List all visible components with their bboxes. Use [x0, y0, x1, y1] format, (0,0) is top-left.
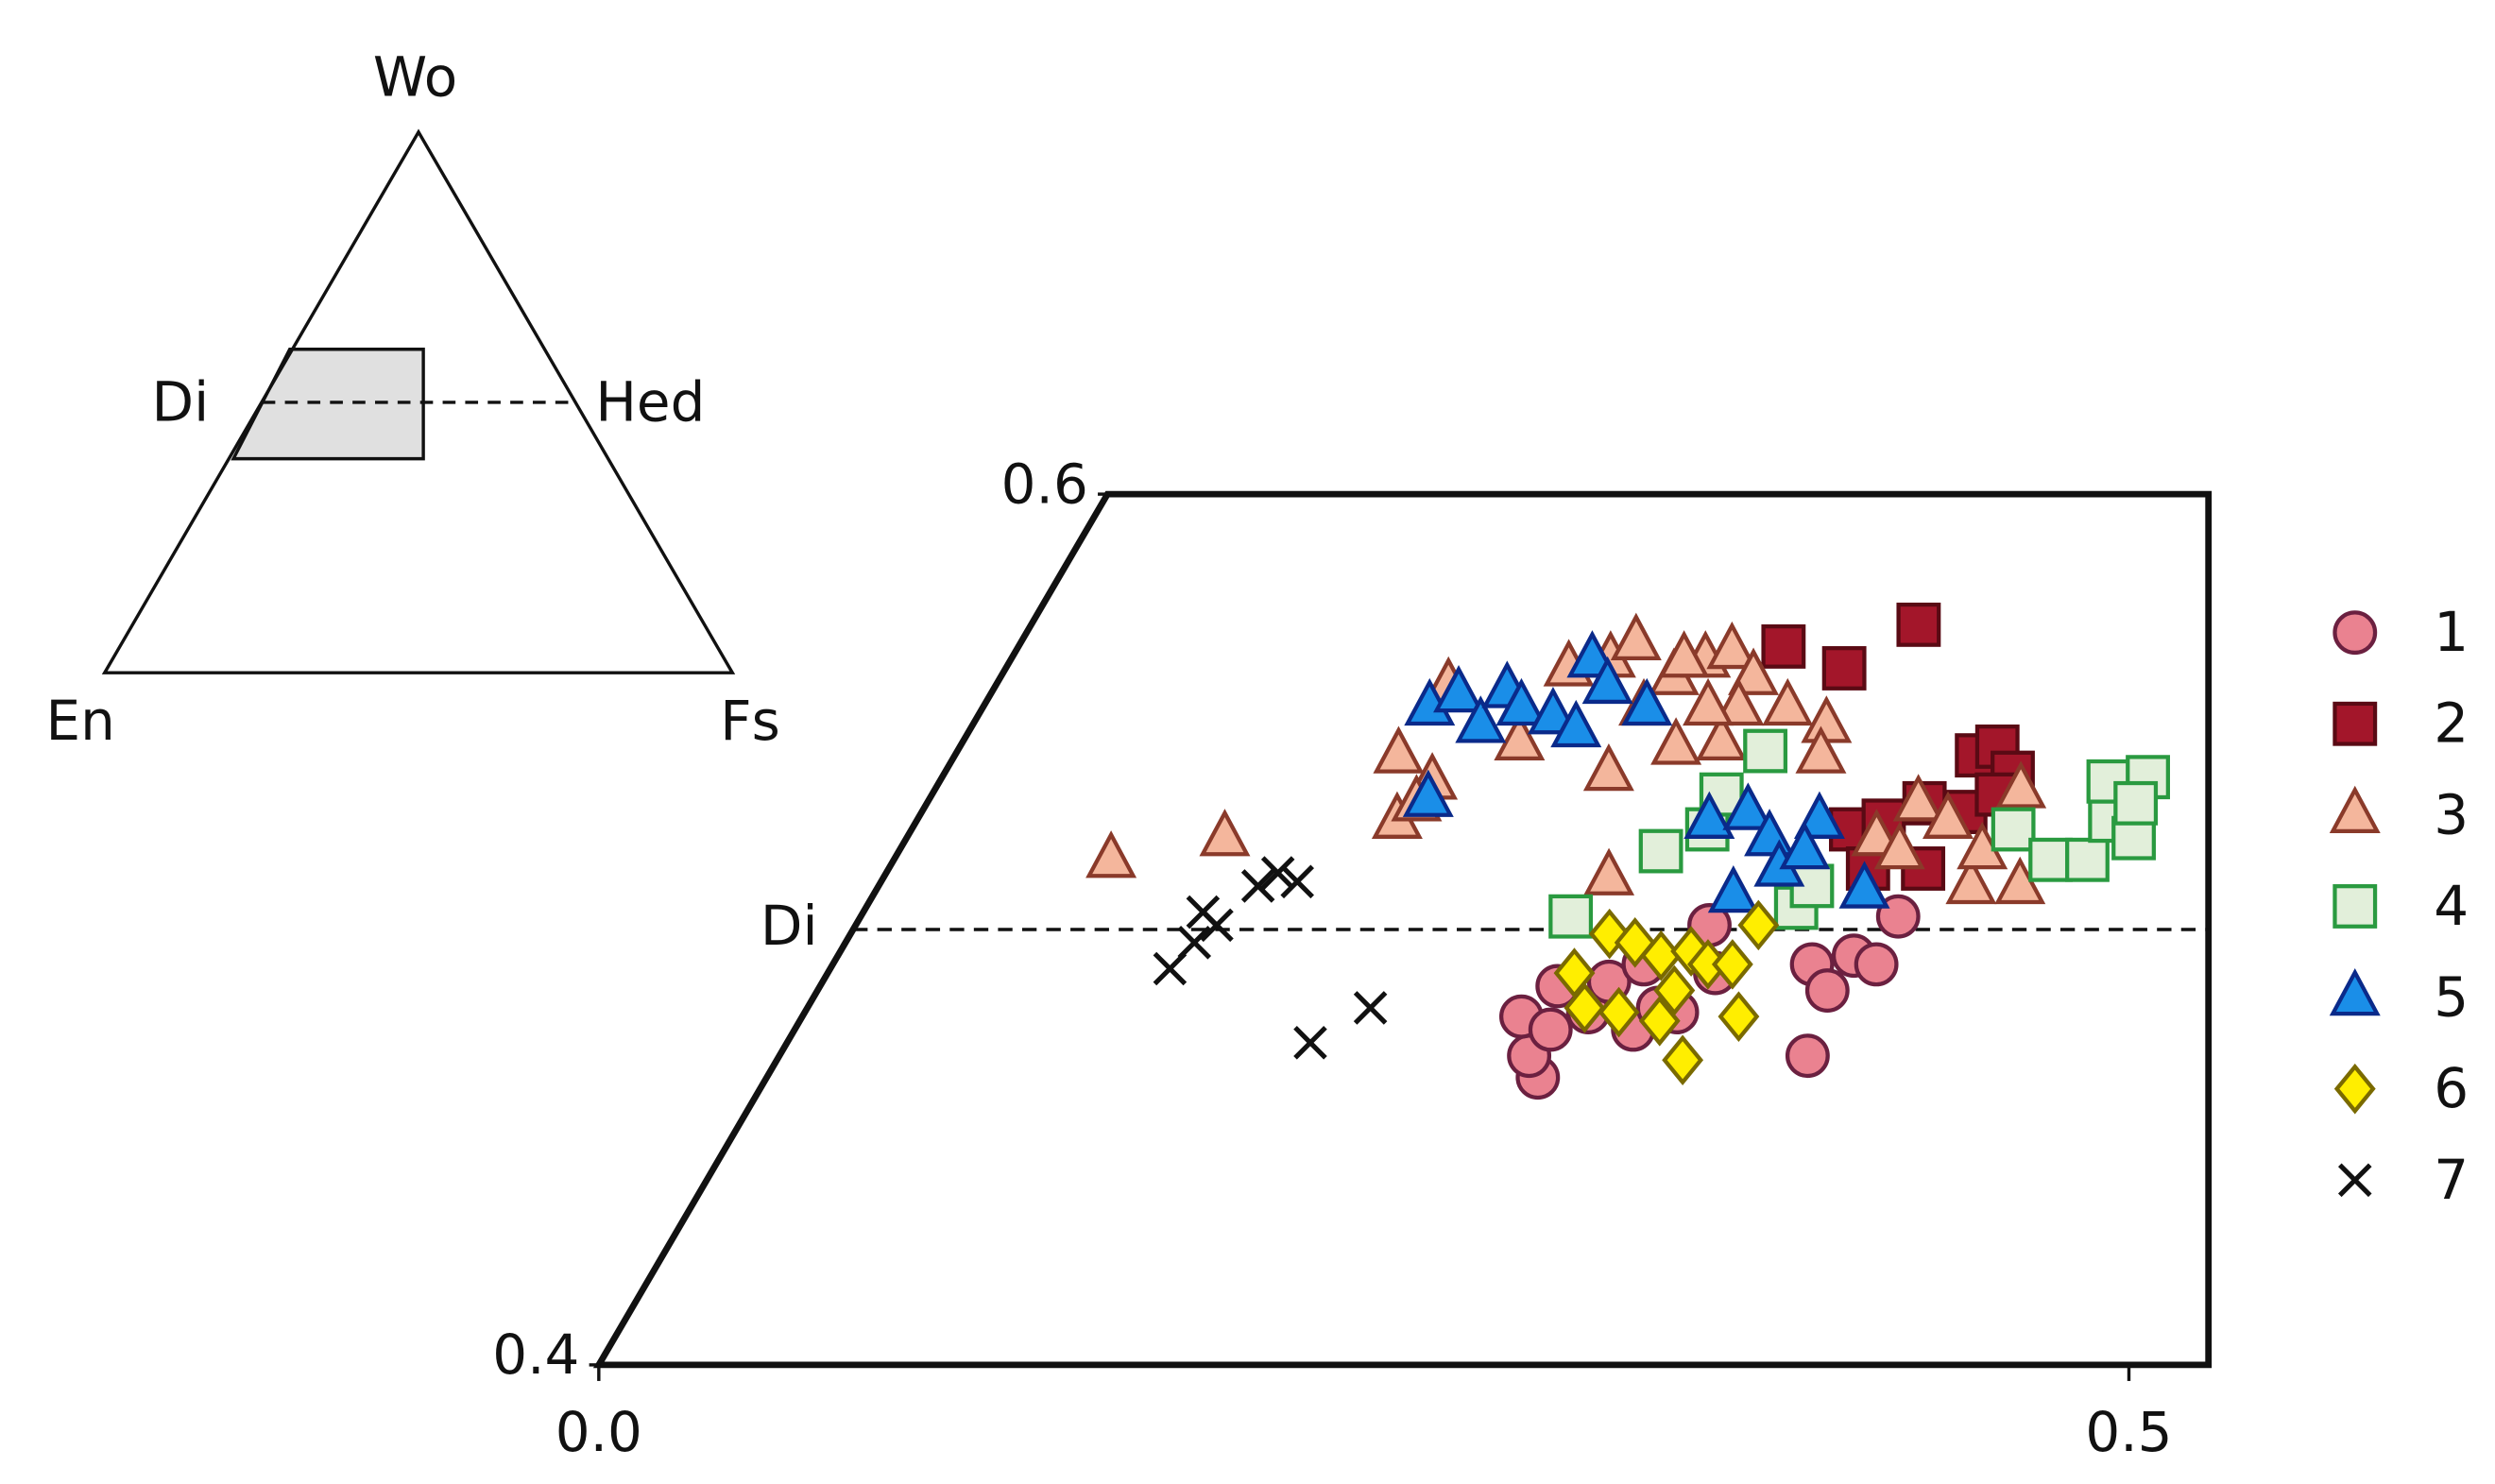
point	[1200, 908, 1234, 943]
legend-label: 6	[2434, 1056, 2469, 1120]
legend-marker	[2333, 1063, 2376, 1115]
point	[1658, 630, 1710, 678]
point	[1785, 1033, 1830, 1079]
point	[1821, 646, 1867, 691]
legend-marker	[2333, 884, 2378, 929]
point	[1707, 865, 1759, 913]
point	[1713, 677, 1765, 726]
point	[2065, 837, 2110, 882]
point	[1795, 725, 1847, 774]
point	[1638, 995, 1681, 1047]
legend-label: 5	[2434, 965, 2469, 1030]
y-tick-label: 0.4	[492, 1322, 579, 1387]
point	[1743, 728, 1788, 774]
point	[1779, 821, 1831, 870]
point	[1854, 942, 1899, 987]
inset-label: Di	[151, 370, 209, 435]
legend-marker	[2329, 785, 2381, 834]
point	[1528, 1007, 1573, 1052]
point	[2028, 837, 2074, 882]
point	[1455, 695, 1507, 743]
point	[1995, 760, 2047, 809]
y-tick-label: 0.6	[1001, 452, 1088, 516]
inset-label: En	[46, 689, 115, 753]
point	[1793, 791, 1845, 839]
point	[1762, 677, 1814, 726]
point	[1923, 791, 1974, 839]
point	[1548, 894, 1594, 939]
point	[1353, 991, 1388, 1025]
point	[1550, 699, 1602, 748]
point	[1280, 864, 1314, 899]
point	[1582, 742, 1634, 792]
point	[1598, 986, 1640, 1038]
point	[1495, 677, 1547, 726]
point	[1293, 1026, 1327, 1060]
point	[1892, 774, 1944, 822]
point	[1851, 809, 1903, 857]
inset-label: Hed	[595, 370, 705, 435]
point	[1581, 656, 1633, 705]
point	[1804, 968, 1850, 1013]
point	[1638, 828, 1683, 874]
legend-label: 7	[2434, 1148, 2469, 1212]
point	[1564, 982, 1606, 1033]
legend-marker	[2337, 1163, 2372, 1198]
point	[1711, 939, 1753, 990]
point	[1650, 717, 1702, 765]
point	[1945, 856, 1997, 905]
point	[1991, 807, 2036, 852]
point	[1199, 809, 1251, 857]
point	[1737, 899, 1780, 951]
legend-label: 2	[2434, 691, 2469, 756]
legend-label: 1	[2434, 600, 2469, 664]
point	[1583, 847, 1635, 896]
point	[1177, 926, 1212, 960]
inset-label: Wo	[373, 44, 457, 109]
point	[1896, 602, 1941, 647]
point	[1683, 677, 1735, 726]
point	[1153, 951, 1188, 986]
legend-label: 4	[2434, 874, 2469, 938]
point	[1610, 612, 1662, 660]
point	[1728, 647, 1780, 695]
point	[1621, 677, 1673, 726]
reference-label: Di	[760, 894, 818, 958]
inset-diagram: Wo En Fs Di Hed	[46, 44, 780, 753]
inset-label: Fs	[720, 689, 779, 753]
legend: 1 2 3 4 5 6 7	[2329, 600, 2469, 1212]
point	[1722, 782, 1774, 830]
point	[1085, 830, 1137, 878]
plot-area: Di 0.4 0.6 0.0 0.5 1 2 3 4 5 6 7	[492, 452, 2469, 1464]
legend-marker	[2329, 967, 2381, 1016]
legend-marker	[2333, 701, 2378, 746]
point	[1402, 769, 1454, 817]
point	[1761, 623, 1806, 669]
point	[1838, 861, 1890, 909]
inset-triangle	[101, 128, 736, 674]
point	[1260, 856, 1295, 890]
x-tick-label: 0.0	[555, 1400, 642, 1464]
point	[1240, 869, 1275, 903]
plot-frame	[592, 490, 2213, 1369]
x-tick-label: 0.5	[2085, 1400, 2172, 1464]
point	[1494, 712, 1546, 760]
legend-marker	[2333, 610, 2378, 656]
point	[1706, 621, 1758, 670]
point	[1662, 1034, 1704, 1086]
point	[1696, 712, 1748, 760]
point	[1873, 821, 1925, 870]
point	[1801, 695, 1853, 743]
point	[2113, 780, 2159, 826]
point	[1373, 725, 1425, 774]
point	[1717, 991, 1760, 1042]
point	[1527, 687, 1579, 735]
point	[1653, 964, 1696, 1016]
point	[1683, 791, 1735, 839]
point	[1433, 664, 1485, 713]
legend-label: 3	[2434, 782, 2469, 846]
